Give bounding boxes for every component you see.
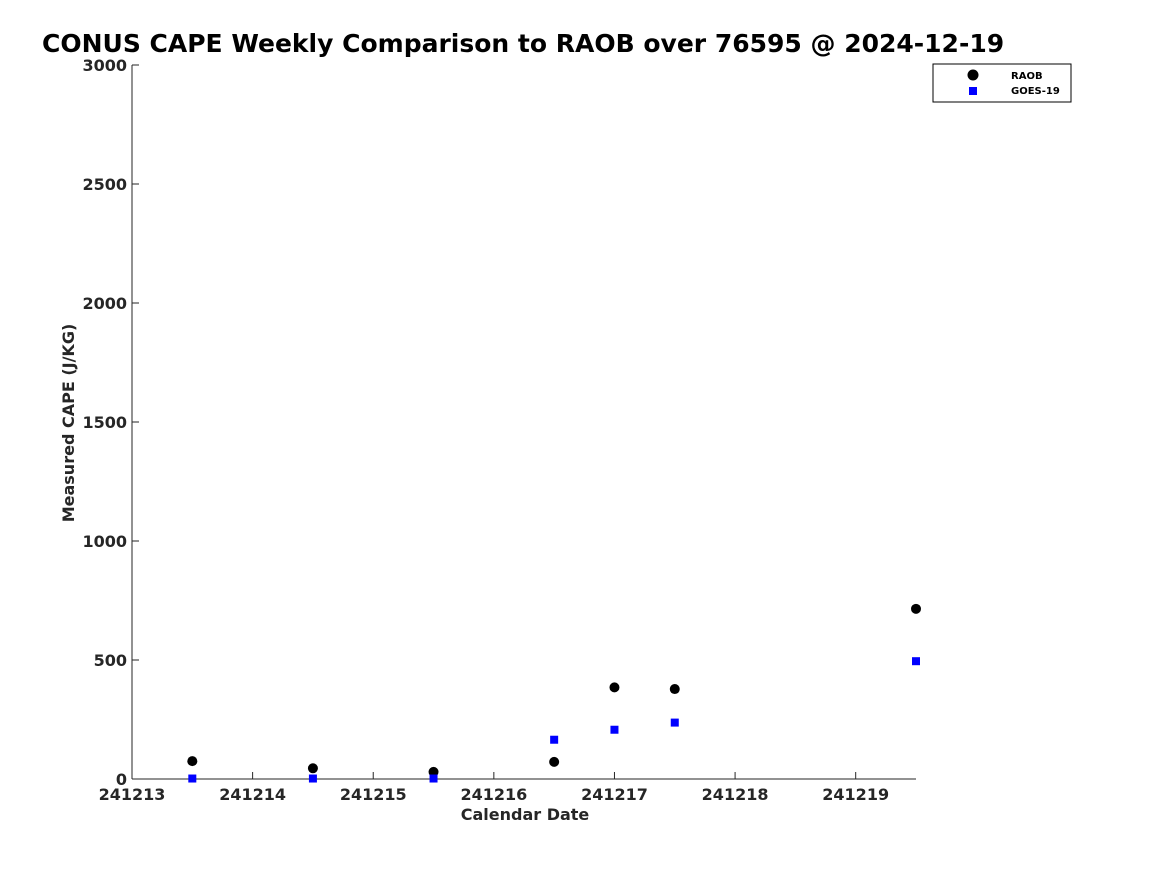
- y-tick-label: 2500: [82, 175, 127, 194]
- x-tick-label: 241217: [581, 785, 648, 804]
- goes-19-point: [912, 657, 920, 666]
- goes-19-point: [670, 718, 679, 727]
- plot-axes: [131, 65, 916, 780]
- raob-point: [669, 684, 680, 695]
- y-tick-label: 1000: [82, 532, 127, 551]
- raob-point: [911, 603, 921, 614]
- legend-raob-label: RAOB: [1011, 71, 1043, 82]
- data-points: [187, 603, 921, 783]
- y-tick-label: 500: [94, 651, 127, 670]
- raob-point: [187, 756, 198, 767]
- legend-box: [932, 63, 1072, 103]
- y-tick-label: 3000: [82, 56, 127, 75]
- legend: RAOB GOES-19: [932, 63, 1072, 103]
- y-tick-label: 2000: [82, 294, 127, 313]
- legend-goes-label: GOES-19: [1011, 86, 1060, 97]
- x-tick-label: 241215: [340, 785, 407, 804]
- x-tick-label: 241214: [219, 785, 286, 804]
- x-tick-label: 241218: [702, 785, 769, 804]
- goes-19-point: [188, 774, 197, 783]
- y-axis-label: Measured CAPE (J/KG): [59, 324, 78, 523]
- legend-goes-marker: [969, 87, 977, 95]
- raob-point: [549, 756, 560, 767]
- raob-point: [609, 682, 620, 693]
- y-tick-label: 0: [116, 770, 127, 789]
- y-axis-ticks: 0 500 1000 1500 2000 2500 3000: [82, 56, 139, 789]
- chart-title: CONUS CAPE Weekly Comparison to RAOB ove…: [42, 29, 1004, 58]
- goes-19-point: [550, 735, 559, 744]
- goes-19-point: [610, 725, 619, 734]
- x-tick-label: 241216: [460, 785, 527, 804]
- x-tick-label: 241219: [822, 785, 889, 804]
- goes-19-point: [308, 774, 317, 783]
- x-axis-label: Calendar Date: [461, 805, 590, 824]
- x-axis-ticks: 241213 241214 241215 241216 241217 241218 2412…: [99, 772, 889, 804]
- y-tick-label: 1500: [82, 413, 127, 432]
- x-tick-label: 241213: [99, 785, 166, 804]
- legend-raob-marker: [967, 69, 979, 81]
- raob-point: [428, 766, 439, 777]
- goes-19-point: [429, 774, 438, 783]
- raob-point: [307, 763, 318, 774]
